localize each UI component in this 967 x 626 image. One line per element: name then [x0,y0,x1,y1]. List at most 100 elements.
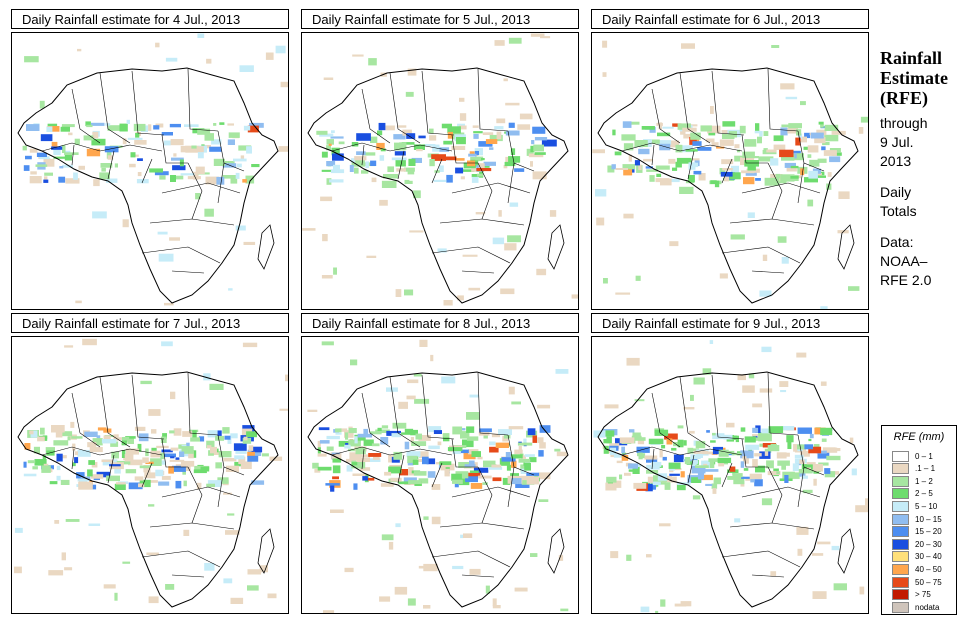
rain-cell [280,81,288,88]
rain-cell [680,601,692,607]
rain-cell [346,458,357,463]
rain-cell [492,598,497,607]
map-graphic [592,40,868,309]
rain-cell [804,177,818,183]
rain-cell [711,483,718,489]
rain-cell [419,339,428,347]
rain-cell [754,130,761,134]
rain-cell [708,132,716,136]
rain-cell [697,471,705,480]
legend-item: > 75 [892,589,931,601]
rain-cell [84,431,98,437]
rain-cell [683,407,695,410]
rain-cell [855,505,868,513]
rain-cell [86,124,93,128]
country-border [751,270,785,274]
rain-cell [683,133,695,139]
rain-cell [24,443,31,450]
rain-cell [690,132,701,140]
rain-cell [27,460,36,464]
rain-cell [672,167,678,171]
rain-cell [422,456,429,465]
rain-cell [661,445,666,449]
rain-cell [780,390,787,393]
rain-cell [555,369,569,374]
rain-cell [172,465,186,472]
rain-cell [175,457,180,461]
rain-cell [806,462,816,465]
rain-cell [55,430,63,438]
rain-cell [747,212,755,218]
rain-cell [603,439,610,444]
rain-cell [744,139,757,147]
rain-cell [401,142,415,145]
rain-cell [23,165,30,171]
country-border [141,158,153,184]
rain-cell [812,464,823,472]
rain-cell [326,178,332,185]
rain-cell [838,191,850,199]
rain-cell [406,133,416,139]
rain-cell [134,140,147,145]
rain-cell [195,146,204,153]
rain-cell [628,154,632,162]
country-border [439,218,525,226]
legend-label: 30 – 40 [915,552,942,562]
rain-cell [800,168,805,176]
rain-cell [647,476,654,483]
rain-cell [245,175,255,184]
rain-cell [49,481,58,485]
rain-cell [649,175,655,182]
rain-cell [65,519,80,522]
rain-cell [683,440,687,446]
rain-cell [826,455,841,461]
rain-cell [654,429,669,436]
rain-cell [179,451,185,457]
rain-cell [200,466,210,472]
country-border [711,374,745,440]
rain-cell [767,445,780,452]
rain-cell [629,429,635,433]
rain-cell [518,446,522,453]
legend-label: 10 – 15 [915,514,942,524]
rain-cell [211,139,222,145]
rain-cell [396,168,406,172]
rain-cell [489,147,494,150]
rain-cell [761,346,772,353]
rain-cell [321,169,335,172]
legend-label: 5 – 10 [915,501,938,511]
rain-cell [808,446,822,454]
rain-cell [97,427,107,431]
rain-cell [554,448,561,452]
rain-cell [469,460,475,465]
rain-cell [518,458,531,463]
rain-cell [668,178,680,183]
rain-cell [330,509,344,513]
rain-cell [526,476,540,485]
rain-cell [688,162,696,170]
rain-cell [655,178,670,183]
rain-cell [93,179,100,187]
africa-rainfall-map [301,32,579,310]
rain-cell [820,124,824,128]
rain-cell [43,463,49,467]
rain-cell [469,151,479,156]
country-border [331,446,453,456]
rain-cell [757,136,762,144]
rain-cell [619,437,635,444]
rain-cell [758,156,774,162]
rain-cell [206,483,215,488]
rain-cell [126,448,139,455]
rain-cell [452,450,461,454]
rain-cell [407,379,419,384]
legend-item: 0 – 1 [892,450,933,462]
rain-cell [793,444,806,450]
rain-cell [77,48,82,52]
rain-cell [691,466,706,474]
country-border [187,466,203,524]
rain-cell [722,133,735,139]
map-graphic [17,33,288,306]
rain-cell [462,439,474,448]
rain-cell [439,461,452,465]
panel-title: Daily Rainfall estimate for 7 Jul., 2013 [11,313,289,333]
